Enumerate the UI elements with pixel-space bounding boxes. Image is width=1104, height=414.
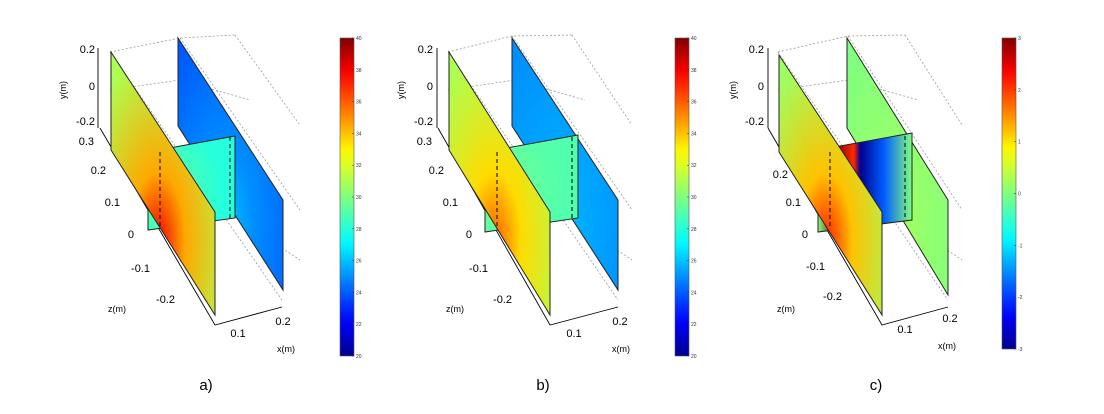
panel-b-z-tick-2: 0.1 <box>443 197 458 209</box>
panel-b-xlabel: x(m) <box>612 344 630 354</box>
panel-a-colorbar-ticks: 40 38 36 34 32 30 28 26 24 22 20 <box>352 36 362 360</box>
panel-a-colorbar <box>339 37 355 357</box>
panel-c-x-tick-0: 0.1 <box>897 324 912 336</box>
panel-c-x-tick-1: 0.2 <box>942 313 957 325</box>
panel-c-z-tick-0: 0.2 <box>773 169 788 181</box>
colorbar-tick-label: 38 <box>691 68 697 74</box>
colorbar-tick-label: 26 <box>691 259 697 265</box>
panel-c-y-tick-2: -0.2 <box>745 116 764 128</box>
panel-a-z-tick-1: 0.2 <box>91 165 106 177</box>
colorbar-tick-label: 20 <box>356 354 362 360</box>
panel-b-ylabel: y(m) <box>396 81 406 99</box>
panel-c-xlabel: x(m) <box>938 341 956 351</box>
colorbar-tick-label: 24 <box>691 290 697 296</box>
panel-a-z-tick-4: -0.1 <box>131 263 150 275</box>
colorbar-tick-label: 30 <box>691 195 697 201</box>
panel-b-y-tick-1: 0 <box>427 81 433 93</box>
colorbar-tick-label: 36 <box>356 100 362 106</box>
panel-b-z-tick-4: -0.1 <box>469 263 488 275</box>
panel-a-y-tick-0: 0.2 <box>80 44 95 56</box>
panel-b-colorbar-ticks: 40 38 36 34 32 30 28 26 24 22 20 <box>687 36 697 360</box>
panel-c: 0.2 0 -0.2 y(m) 0.2 0.1 0 -0.1 -0.2 z(m)… <box>728 34 1023 394</box>
panel-a-z-tick-0: 0.3 <box>79 136 94 148</box>
panel-a-x-tick-0: 0.1 <box>230 328 245 340</box>
panel-c-y-tick-1: 0 <box>758 81 764 93</box>
panel-a-zlabel: z(m) <box>108 304 126 314</box>
colorbar-tick-label: 30 <box>356 195 362 201</box>
panel-c-zlabel: z(m) <box>777 304 795 314</box>
panel-b-caption: b) <box>536 377 549 394</box>
panel-c-colorbar <box>1001 37 1017 350</box>
colorbar-tick-label: 34 <box>356 131 362 137</box>
colorbar-tick-label: 32 <box>691 163 697 169</box>
colorbar-tick-label: 3 <box>1018 36 1021 42</box>
panel-b-slice-left <box>448 50 551 317</box>
colorbar-tick-label: 26 <box>356 259 362 265</box>
colorbar-tick-label: 24 <box>356 290 362 296</box>
panel-b-x-tick-1: 0.2 <box>612 316 627 328</box>
colorbar-tick-label: 0 <box>1018 192 1021 198</box>
panel-a-caption: a) <box>199 377 212 394</box>
colorbar-tick-label: -2 <box>1018 295 1023 301</box>
panel-c-z-tick-2: 0 <box>802 229 808 241</box>
colorbar-tick-label: 2 <box>1018 88 1021 94</box>
colorbar-tick-label: 40 <box>691 36 697 42</box>
panel-a-y-tick-1: 0 <box>89 81 95 93</box>
panel-b-z-tick-3: 0 <box>466 229 472 241</box>
panel-a-xlabel: x(m) <box>277 344 295 354</box>
colorbar-tick-label: 22 <box>691 322 697 328</box>
panel-a-slice-left <box>110 50 216 317</box>
panel-b: 0.2 0 -0.2 y(m) 0.3 0.2 0.1 0 -0.1 -0.2 … <box>396 34 697 394</box>
panel-a: 0.2 0 -0.2 y(m) 0.3 0.2 0.1 0 -0.1 -0.2 … <box>58 34 362 394</box>
panel-c-ylabel: y(m) <box>728 81 738 99</box>
panel-b-y-tick-2: -0.2 <box>414 116 433 128</box>
panel-c-y-tick-0: 0.2 <box>749 44 764 56</box>
panel-b-z-tick-5: -0.2 <box>493 294 512 306</box>
colorbar-tick-label: -3 <box>1018 347 1023 353</box>
panel-a-x-tick-1: 0.2 <box>275 316 290 328</box>
panel-c-caption: c) <box>870 377 883 394</box>
panel-a-z-tick-3: 0 <box>128 229 134 241</box>
colorbar-tick-label: 20 <box>691 354 697 360</box>
panel-c-z-tick-1: 0.1 <box>786 197 801 209</box>
panel-a-ylabel: y(m) <box>58 81 68 99</box>
colorbar-tick-label: 28 <box>691 227 697 233</box>
panel-b-z-tick-1: 0.2 <box>429 165 444 177</box>
panel-a-y-tick-2: -0.2 <box>76 116 95 128</box>
colorbar-tick-label: 40 <box>356 36 362 42</box>
colorbar-tick-label: 38 <box>356 68 362 74</box>
panel-b-x-tick-0: 0.1 <box>566 328 581 340</box>
colorbar-tick-label: 1 <box>1018 140 1021 146</box>
colorbar-tick-label: -1 <box>1018 243 1023 249</box>
panel-c-z-tick-3: -0.1 <box>806 261 825 273</box>
colorbar-tick-label: 34 <box>691 131 697 137</box>
panel-a-z-tick-5: -0.2 <box>156 294 175 306</box>
colorbar-tick-label: 36 <box>691 100 697 106</box>
colorbar-tick-label: 22 <box>356 322 362 328</box>
colorbar-tick-label: 32 <box>356 163 362 169</box>
panel-b-z-tick-0: 0.3 <box>417 136 432 148</box>
panel-c-slice-left <box>778 53 883 317</box>
panel-b-y-tick-0: 0.2 <box>418 44 433 56</box>
colorbar-tick-label: 28 <box>356 227 362 233</box>
panel-c-colorbar-ticks: 3 2 1 0 -1 -2 -3 <box>1014 36 1023 353</box>
panel-b-zlabel: z(m) <box>446 304 464 314</box>
panel-a-z-tick-2: 0.1 <box>105 197 120 209</box>
panel-b-colorbar <box>674 37 690 357</box>
panel-c-z-tick-4: -0.2 <box>823 291 842 303</box>
